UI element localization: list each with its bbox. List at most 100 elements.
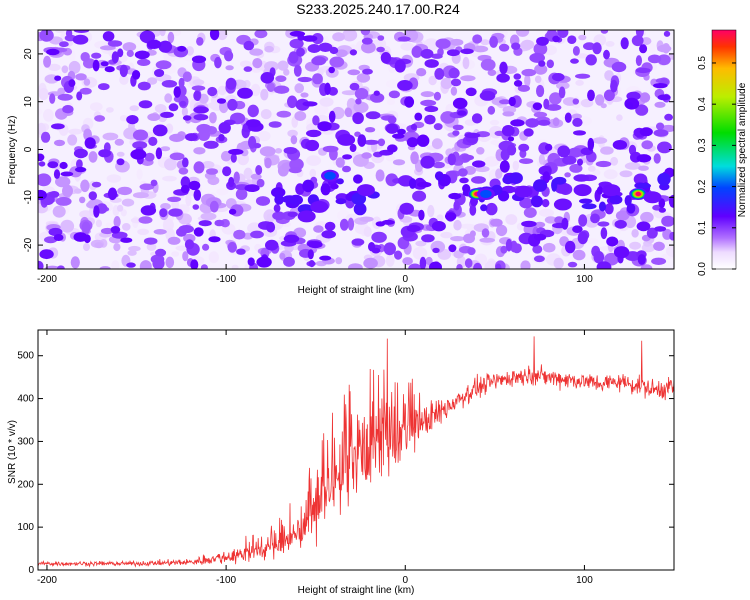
heatmap-cell [388, 90, 400, 99]
heatmap-cell [216, 188, 229, 196]
heatmap-cell [564, 172, 571, 178]
heatmap-cell [410, 123, 417, 130]
heatmap-cell [81, 221, 91, 235]
heatmap-cell [105, 222, 112, 229]
heatmap-cell [657, 141, 672, 154]
heatmap-cell [335, 157, 345, 168]
heatmap-cell [252, 58, 263, 69]
heatmap-cell [102, 31, 115, 42]
heatmap-cell [385, 254, 395, 267]
heatmap-cell [203, 140, 219, 149]
y-tick-label: 400 [17, 394, 34, 405]
heatmap-cell [94, 242, 104, 249]
heatmap-cell [519, 197, 533, 209]
heatmap-cell [312, 73, 323, 85]
heatmap-cell [163, 218, 174, 232]
heatmap-cell [587, 89, 595, 102]
heatmap-cell [164, 93, 173, 103]
heatmap-cell [76, 159, 83, 169]
spectrogram-y-axis: -20 -10 0 10 20 [23, 48, 674, 252]
y-tick-label: 0 [23, 146, 34, 152]
heatmap-cell [126, 262, 136, 268]
heatmap-cell [533, 255, 545, 263]
x-tick-label: -200 [37, 274, 57, 285]
heatmap-cell [465, 87, 477, 97]
heatmap-cell [487, 105, 496, 115]
heatmap-cell [53, 169, 61, 180]
chart-title: S233.2025.240.17.00.R24 [296, 1, 460, 17]
heatmap-cell [501, 125, 515, 137]
heatmap-cell [313, 225, 324, 233]
heatmap-cell [577, 231, 588, 245]
heatmap-cell [545, 104, 562, 111]
heatmap-cell [457, 110, 467, 116]
heatmap-cell [614, 219, 627, 229]
heatmap-cell [536, 36, 549, 46]
heatmap-cell [193, 227, 204, 237]
heatmap-cell [353, 101, 369, 114]
heatmap-cell [336, 178, 344, 185]
heatmap-cell [375, 221, 386, 227]
heatmap-cell [193, 114, 209, 121]
heatmap-cell [68, 128, 83, 135]
heatmap-cell [259, 146, 276, 157]
heatmap-cell [113, 243, 121, 252]
heatmap-cell [377, 138, 386, 147]
heatmap-cell [657, 44, 672, 53]
heatmap-cell [107, 187, 118, 201]
heatmap-cell [567, 147, 583, 158]
heatmap-cell [137, 81, 151, 91]
heatmap-cell [38, 87, 49, 101]
heatmap-cell [311, 56, 327, 66]
heatmap-cell [414, 112, 423, 121]
heatmap-cell [581, 203, 597, 210]
heatmap-cell [657, 94, 671, 101]
heatmap-cell [347, 69, 361, 76]
snr-series-line [38, 336, 674, 568]
heatmap-cell [88, 151, 98, 163]
heatmap-cell [484, 156, 500, 167]
heatmap-cell [225, 77, 237, 90]
heatmap-cell [49, 191, 60, 198]
heatmap-cell [416, 68, 427, 77]
heatmap-cell [369, 92, 385, 103]
heatmap-peak [573, 184, 592, 197]
heatmap-cell [264, 157, 272, 169]
heatmap-cell [122, 223, 131, 231]
heatmap-cell [612, 140, 628, 150]
heatmap-cell [74, 166, 87, 173]
heatmap-cell [172, 30, 182, 36]
heatmap-cell [231, 264, 239, 269]
heatmap-cell [397, 36, 411, 42]
heatmap-cell [116, 158, 125, 166]
heatmap-cell [578, 34, 587, 41]
heatmap-cell [110, 226, 121, 234]
heatmap-cell [513, 73, 522, 80]
heatmap-cell [636, 154, 652, 163]
heatmap-cell [119, 64, 128, 78]
heatmap-cell [406, 224, 421, 233]
heatmap-cell [365, 111, 381, 120]
heatmap-cell [38, 189, 47, 201]
heatmap-cell [121, 198, 135, 207]
heatmap-cell [561, 217, 569, 230]
heatmap-cell [274, 194, 284, 205]
heatmap-cell [43, 108, 54, 122]
heatmap-cell [143, 237, 158, 245]
heatmap-cell [302, 101, 318, 107]
heatmap-cell [572, 98, 579, 105]
heatmap-cell [450, 86, 458, 96]
heatmap-cell [68, 79, 76, 87]
x-tick-label: 0 [402, 575, 408, 586]
heatmap-cell [464, 258, 473, 269]
heatmap-cell [39, 30, 54, 42]
heatmap-cell [383, 242, 396, 256]
heatmap-cell [428, 75, 437, 86]
heatmap-cell [406, 137, 419, 148]
heatmap-cell [306, 155, 322, 166]
heatmap-cell [253, 143, 262, 149]
heatmap-cell [585, 54, 597, 66]
heatmap-cell [577, 158, 583, 166]
heatmap-cell [420, 155, 435, 169]
heatmap-cell [597, 221, 610, 227]
